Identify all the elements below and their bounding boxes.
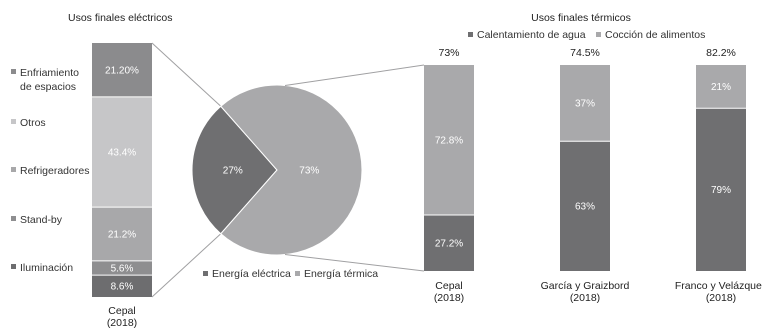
thermal-uses-chart: Usos finales térmicos Calentamiento de ag… — [284, 12, 762, 304]
thermal-legend-label: Cocción de alimentos — [605, 29, 705, 41]
electric-bar-segment — [92, 260, 152, 276]
electric-legend-label: Iluminación — [20, 262, 73, 274]
electric-uses-chart: Usos finales eléctricos 8.6% Iluminación 5.… — [11, 12, 172, 329]
electric-category-label: Cepal (2018) — [107, 305, 137, 329]
legend-swatch — [596, 32, 601, 37]
legend-swatch — [11, 167, 16, 172]
thermal-bar-segment — [560, 141, 610, 271]
pie-slice-label: 73% — [299, 166, 319, 177]
pie-slice — [191, 105, 278, 235]
legend-swatch — [11, 69, 16, 74]
electric-bar-segment — [92, 275, 152, 297]
thermal-segment-label: 79% — [711, 185, 731, 196]
thermal-category-label: Franco y Velázquez (2018) — [675, 280, 762, 304]
thermal-bar-segment — [560, 65, 610, 142]
thermal-legend-label: Calentamiento de agua — [477, 29, 586, 41]
electric-legend-label: Enfriamiento de espacios — [20, 67, 79, 93]
electric-legend-label: Stand-by — [20, 214, 63, 226]
electric-segment-label: 5.6% — [111, 264, 134, 275]
electric-bar-segment — [92, 43, 152, 97]
pie-slice-label: 27% — [223, 166, 243, 177]
pie-slice — [220, 84, 363, 256]
thermal-chart-title: Usos finales térmicos — [531, 12, 631, 24]
electric-chart-title: Usos finales eléctricos — [68, 12, 172, 24]
legend-swatch — [11, 216, 16, 221]
thermal-segment-label: 27.2% — [435, 238, 463, 249]
thermal-total-label: 73% — [438, 47, 459, 59]
electric-segment-label: 8.6% — [111, 282, 134, 293]
thermal-bar-segment — [424, 65, 474, 215]
thermal-bar-segment — [696, 108, 746, 271]
thermal-bar-segment — [696, 65, 746, 109]
connector-line — [151, 233, 222, 298]
electric-segment-label: 21.20% — [105, 65, 139, 76]
thermal-segment-label: 21% — [711, 82, 731, 93]
electric-bar-segment — [92, 96, 152, 208]
thermal-segment-label: 37% — [575, 99, 595, 110]
thermal-bar-segment — [424, 214, 474, 271]
electric-segment-label: 43.4% — [108, 147, 136, 158]
thermal-category-label: García y Graizbord (2018) — [541, 280, 630, 304]
thermal-total-label: 74.5% — [570, 47, 600, 59]
legend-swatch — [11, 119, 16, 124]
pie-legend-label: Energía eléctrica — [212, 268, 291, 280]
electric-legend-label: Otros — [20, 117, 46, 129]
legend-swatch — [295, 271, 300, 276]
connector-line — [284, 254, 425, 272]
legend-swatch — [11, 264, 16, 269]
legend-swatch — [203, 271, 208, 276]
pie-legend-label: Energía térmica — [304, 268, 378, 280]
legend-swatch — [468, 32, 473, 37]
electric-bar-segment — [92, 207, 152, 261]
thermal-total-label: 82.2% — [706, 47, 736, 59]
energy-split-pie: 27% 73% Energía eléctrica Energía térmica — [151, 42, 378, 298]
thermal-segment-label: 72.8% — [435, 135, 463, 146]
connector-line — [284, 64, 425, 86]
connector-line — [151, 42, 222, 107]
electric-segment-label: 21.2% — [108, 230, 136, 241]
thermal-category-label: Cepal (2018) — [434, 280, 464, 304]
electric-legend-label: Refrigeradores — [20, 165, 89, 177]
thermal-segment-label: 63% — [575, 202, 595, 213]
